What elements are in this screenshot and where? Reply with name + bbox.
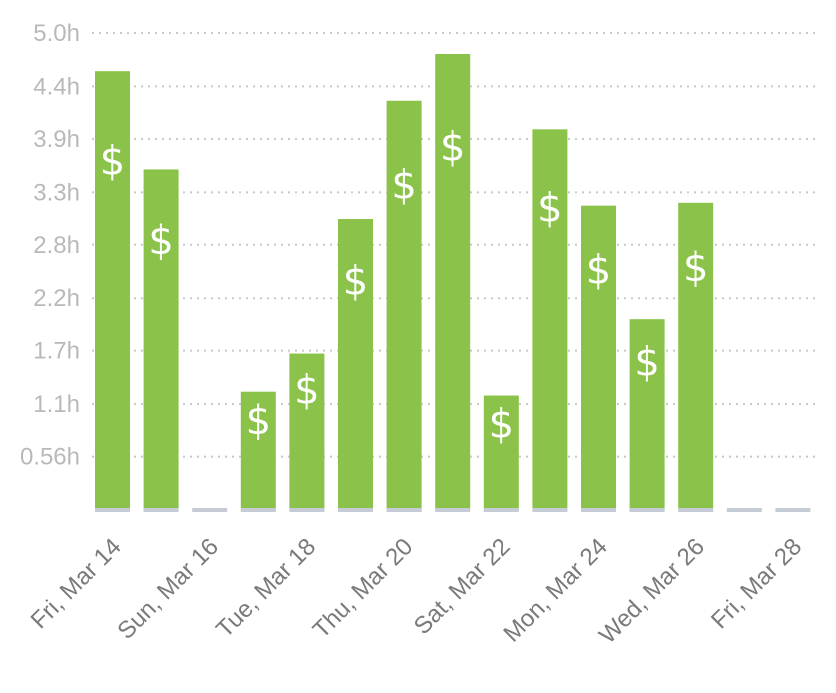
bar-baseline [581, 508, 616, 512]
billable-dollar-icon: $ [294, 367, 319, 413]
y-tick-label: 3.3h [33, 179, 80, 206]
x-tick-label: Sun, Mar 16 [112, 533, 224, 645]
x-tick-label: Sat, Mar 22 [409, 533, 516, 640]
x-tick-label: Thu, Mar 20 [308, 533, 419, 644]
billable-dollar-icon: $ [343, 258, 368, 304]
bar-baseline [289, 508, 325, 512]
bar[interactable] [240, 391, 276, 510]
y-tick-label: 0.56h [20, 444, 80, 471]
bar-baseline [629, 508, 665, 512]
bar-baseline [338, 508, 373, 512]
bar-baseline [678, 508, 714, 512]
billable-dollar-icon: $ [683, 245, 708, 291]
x-tick-label: Fri, Mar 14 [26, 533, 127, 634]
billable-dollar-icon: $ [246, 398, 271, 444]
y-axis-ticks: 0.56h 1.1h 1.7h 2.2h 2.8h 3.3h 3.9h 4.4h 5.0h [20, 20, 80, 471]
bar-baseline [483, 508, 519, 512]
bar-baseline [386, 508, 422, 512]
bar[interactable] [386, 100, 422, 510]
x-tick-label: Fri, Mar 28 [706, 533, 807, 634]
y-tick-label: 4.4h [33, 73, 80, 100]
billable-dollar-icon: $ [586, 247, 611, 293]
bars: $ $ $ $ $ $ $ $ $ $ $ $ [95, 53, 811, 512]
bar[interactable] [289, 353, 325, 510]
billable-dollar-icon: $ [100, 139, 125, 185]
billable-dollar-icon: $ [489, 401, 514, 447]
bar-baseline [726, 508, 762, 512]
y-tick-label: 1.7h [33, 338, 80, 365]
bar-baseline [95, 508, 130, 512]
y-tick-label: 5.0h [33, 20, 80, 47]
bar[interactable] [532, 129, 568, 510]
bar-baseline [775, 508, 811, 512]
y-tick-label: 2.2h [33, 285, 80, 312]
x-tick-label: Wed, Mar 26 [594, 533, 710, 649]
y-tick-label: 1.1h [33, 391, 80, 418]
gridlines [92, 32, 818, 458]
billable-dollar-icon: $ [440, 125, 465, 171]
bar[interactable] [581, 205, 616, 510]
bar-baseline [143, 508, 179, 512]
y-tick-label: 3.9h [33, 126, 80, 153]
y-tick-label: 2.8h [33, 232, 80, 259]
bar-baseline [192, 508, 228, 512]
bar[interactable] [95, 71, 130, 510]
bar-baseline [435, 508, 471, 512]
bar[interactable] [338, 219, 373, 510]
bar[interactable] [143, 169, 179, 510]
bar-baseline [532, 508, 568, 512]
billable-dollar-icon: $ [148, 218, 173, 264]
x-tick-label: Tue, Mar 18 [211, 533, 321, 643]
bar[interactable] [483, 395, 519, 510]
billable-dollar-icon: $ [537, 186, 562, 232]
billable-dollar-icon: $ [391, 162, 416, 208]
bar-baseline [240, 508, 276, 512]
bar[interactable] [435, 53, 471, 510]
billable-dollar-icon: $ [634, 339, 659, 385]
bar[interactable] [629, 319, 665, 510]
bar[interactable] [678, 202, 714, 510]
